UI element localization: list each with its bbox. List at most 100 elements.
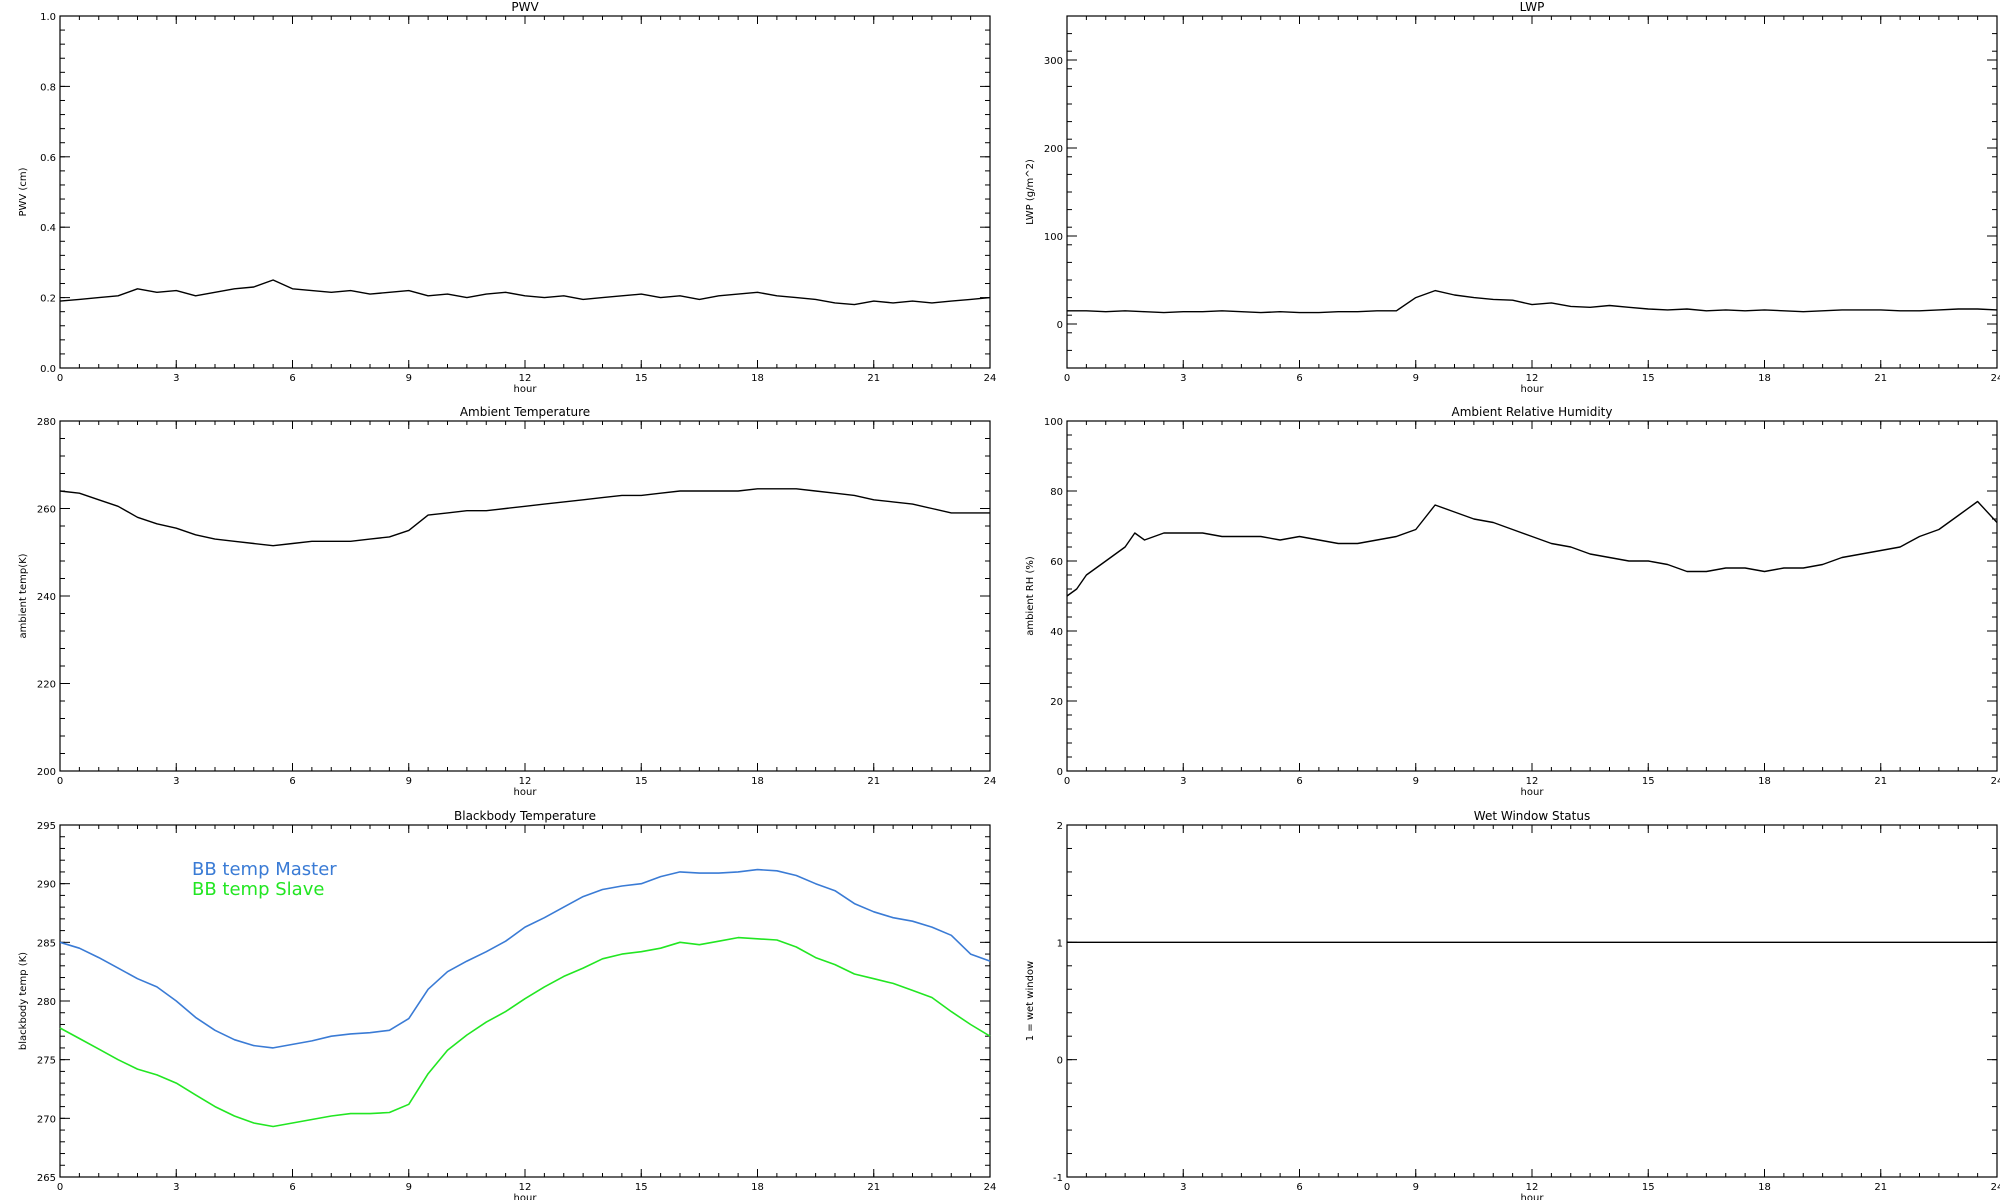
x-tick-label: 3 <box>173 373 179 384</box>
x-axis <box>1066 16 1998 368</box>
y-tick-label: 100 <box>1044 417 1063 428</box>
x-tick-label: 9 <box>406 776 412 787</box>
x-axis-label: hour <box>1521 1193 1545 1200</box>
x-tick-label: 12 <box>519 776 532 787</box>
y-tick-label: 20 <box>1050 697 1063 708</box>
chart-panel-5: Blackbody Temperature hour blackbody temp … <box>18 809 996 1200</box>
x-tick-label: 0 <box>57 1182 63 1193</box>
chart-panel-6: Wet Window Status hour 1 = wet window 0 3 6 9 1… <box>1025 809 2000 1200</box>
x-tick-label: 12 <box>1526 373 1539 384</box>
x-tick-label: 21 <box>1874 373 1887 384</box>
x-axis-label: hour <box>514 1193 538 1200</box>
x-tick-label: 6 <box>289 373 295 384</box>
y-tick-label: 0.8 <box>40 82 56 93</box>
x-tick-label: 24 <box>1991 776 2000 787</box>
x-tick-label: 24 <box>984 1182 997 1193</box>
chart-panel-3: Ambient Temperature hour ambient temp(K) 0 3… <box>18 405 996 798</box>
series-line-1 <box>59 488 990 547</box>
x-tick-label: 15 <box>1642 776 1655 787</box>
x-axis-label: hour <box>1521 787 1545 798</box>
y-tick-label: 0 <box>1057 320 1063 331</box>
y-axis <box>60 824 990 1178</box>
x-tick-label: 15 <box>635 373 648 384</box>
x-axis <box>59 16 991 368</box>
x-tick-label: 12 <box>519 373 532 384</box>
y-tick-label: 0 <box>1057 767 1063 778</box>
x-axis <box>1066 421 1998 771</box>
y-axis <box>1067 824 1997 1178</box>
y-tick-label: 200 <box>37 767 56 778</box>
y-axis-label: ambient RH (%) <box>1025 556 1036 636</box>
y-axis-label: ambient temp(K) <box>18 553 29 638</box>
x-tick-label: 15 <box>635 776 648 787</box>
x-tick-label: 6 <box>289 776 295 787</box>
y-tick-label: 2 <box>1057 821 1063 832</box>
plot-frame <box>1066 15 1998 369</box>
x-tick-label: 6 <box>1296 1182 1302 1193</box>
x-tick-label: 3 <box>1180 1182 1186 1193</box>
y-tick-label: 280 <box>37 997 56 1008</box>
x-tick-label: 18 <box>1758 776 1771 787</box>
y-tick-label: 40 <box>1050 627 1063 638</box>
x-tick-label: 9 <box>1413 373 1419 384</box>
y-tick-label: 80 <box>1050 487 1063 498</box>
chart-panel-1: PWV hour PWV (cm) 0 3 6 9 12 15 18 21 24 0.0 0.2 0.4 0.… <box>18 0 996 395</box>
y-tick-label: 260 <box>37 505 56 516</box>
x-tick-label: 0 <box>1064 1182 1070 1193</box>
chart-title: PWV <box>511 0 539 14</box>
plot-frame <box>59 15 991 369</box>
y-tick-label: 100 <box>1044 232 1063 243</box>
y-axis <box>1067 420 1997 772</box>
y-tick-label: 240 <box>37 592 56 603</box>
x-tick-label: 0 <box>1064 373 1070 384</box>
y-tick-label: 0.0 <box>40 364 56 375</box>
y-tick-label: 220 <box>37 680 56 691</box>
y-tick-label: 295 <box>37 821 56 832</box>
chart-panel-4: Ambient Relative Humidity hour ambient RH … <box>1025 405 2000 798</box>
x-tick-label: 15 <box>635 1182 648 1193</box>
series-line-1 <box>1066 500 1998 597</box>
x-tick-label: 21 <box>867 1182 880 1193</box>
y-axis-label: blackbody temp (K) <box>18 952 29 1050</box>
y-tick-label: 265 <box>37 1173 56 1184</box>
x-tick-label: 18 <box>1758 373 1771 384</box>
x-axis <box>59 825 991 1177</box>
x-axis-label: hour <box>1521 384 1545 395</box>
x-tick-label: 3 <box>173 1182 179 1193</box>
y-tick-label: -1 <box>1053 1173 1063 1184</box>
y-axis <box>1067 15 1997 369</box>
y-tick-label: 0.6 <box>40 153 56 164</box>
x-tick-label: 9 <box>406 1182 412 1193</box>
x-tick-label: 0 <box>57 373 63 384</box>
x-tick-label: 0 <box>1064 776 1070 787</box>
x-tick-label: 0 <box>57 776 63 787</box>
chart-title: Ambient Temperature <box>460 405 590 419</box>
series-line-1 <box>1067 289 1998 314</box>
x-tick-label: 18 <box>1758 1182 1771 1193</box>
plot-frame <box>1066 824 1998 1178</box>
plot-frame <box>1066 420 1998 772</box>
x-tick-label: 24 <box>984 776 997 787</box>
x-axis-label: hour <box>514 787 538 798</box>
x-tick-label: 24 <box>984 373 997 384</box>
y-tick-label: 200 <box>1044 144 1063 155</box>
x-tick-label: 21 <box>1874 1182 1887 1193</box>
y-tick-label: 280 <box>37 417 56 428</box>
x-tick-label: 24 <box>1991 1182 2000 1193</box>
x-tick-label: 3 <box>1180 373 1186 384</box>
chart-title: Blackbody Temperature <box>454 809 596 823</box>
y-tick-label: 1.0 <box>40 12 56 23</box>
x-tick-label: 3 <box>173 776 179 787</box>
x-axis <box>59 421 991 771</box>
y-tick-label: 1 <box>1057 938 1063 949</box>
x-tick-label: 3 <box>1180 776 1186 787</box>
x-tick-label: 21 <box>1874 776 1887 787</box>
x-tick-label: 18 <box>751 1182 764 1193</box>
y-axis-label: 1 = wet window <box>1025 961 1036 1041</box>
series-line-1 <box>59 868 991 1049</box>
x-tick-label: 6 <box>1296 373 1302 384</box>
y-tick-label: 60 <box>1050 557 1063 568</box>
y-axis <box>60 15 990 369</box>
y-tick-label: 285 <box>37 938 56 949</box>
